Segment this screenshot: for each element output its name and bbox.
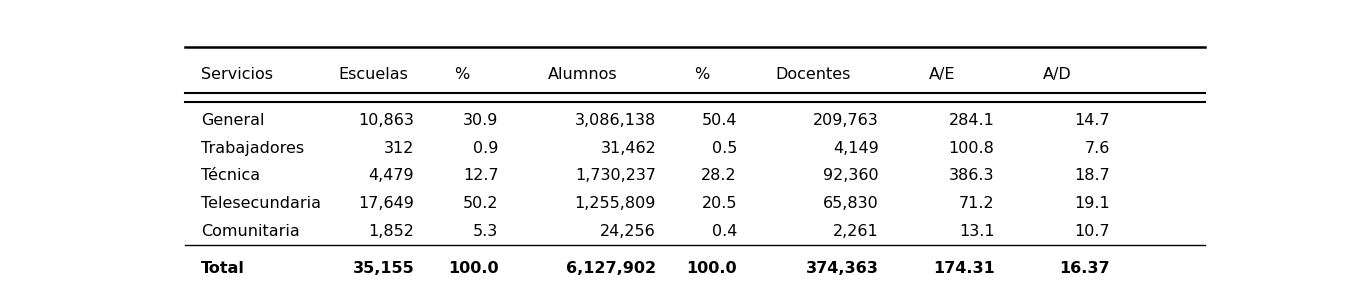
- Text: 92,360: 92,360: [823, 169, 879, 184]
- Text: 13.1: 13.1: [959, 224, 994, 239]
- Text: 312: 312: [384, 141, 415, 156]
- Text: 50.2: 50.2: [462, 196, 499, 211]
- Text: 284.1: 284.1: [949, 113, 994, 128]
- Text: 30.9: 30.9: [462, 113, 499, 128]
- Text: Técnica: Técnica: [201, 169, 260, 184]
- Text: 209,763: 209,763: [814, 113, 879, 128]
- Text: 2,261: 2,261: [833, 224, 879, 239]
- Text: 1,730,237: 1,730,237: [575, 169, 656, 184]
- Text: 20.5: 20.5: [701, 196, 738, 211]
- Text: 1,255,809: 1,255,809: [575, 196, 656, 211]
- Text: Docentes: Docentes: [776, 67, 850, 82]
- Text: 100.0: 100.0: [447, 261, 499, 276]
- Text: 31,462: 31,462: [601, 141, 656, 156]
- Text: %: %: [454, 67, 469, 82]
- Text: 3,086,138: 3,086,138: [575, 113, 656, 128]
- Text: 10,863: 10,863: [358, 113, 415, 128]
- Text: Trabajadores: Trabajadores: [201, 141, 304, 156]
- Text: 386.3: 386.3: [949, 169, 994, 184]
- Text: 6,127,902: 6,127,902: [565, 261, 656, 276]
- Text: 100.8: 100.8: [949, 141, 994, 156]
- Text: Escuelas: Escuelas: [339, 67, 408, 82]
- Text: Telesecundaria: Telesecundaria: [201, 196, 321, 211]
- Text: A/D: A/D: [1043, 67, 1071, 82]
- Text: Servicios: Servicios: [201, 67, 273, 82]
- Text: 24,256: 24,256: [601, 224, 656, 239]
- Text: 1,852: 1,852: [369, 224, 415, 239]
- Text: 100.0: 100.0: [686, 261, 738, 276]
- Text: 7.6: 7.6: [1085, 141, 1111, 156]
- Text: 19.1: 19.1: [1074, 196, 1111, 211]
- Text: Comunitaria: Comunitaria: [201, 224, 300, 239]
- Text: Alumnos: Alumnos: [548, 67, 617, 82]
- Text: 0.5: 0.5: [712, 141, 738, 156]
- Text: 174.31: 174.31: [933, 261, 994, 276]
- Text: 65,830: 65,830: [823, 196, 879, 211]
- Text: 4,479: 4,479: [369, 169, 415, 184]
- Text: 17,649: 17,649: [358, 196, 415, 211]
- Text: Total: Total: [201, 261, 245, 276]
- Text: A/E: A/E: [929, 67, 955, 82]
- Text: 12.7: 12.7: [462, 169, 499, 184]
- Text: 14.7: 14.7: [1074, 113, 1111, 128]
- Text: 16.37: 16.37: [1059, 261, 1111, 276]
- Text: 50.4: 50.4: [701, 113, 738, 128]
- Text: 374,363: 374,363: [805, 261, 879, 276]
- Text: 35,155: 35,155: [353, 261, 415, 276]
- Text: 0.4: 0.4: [712, 224, 738, 239]
- Text: 18.7: 18.7: [1074, 169, 1111, 184]
- Text: %: %: [694, 67, 709, 82]
- Text: 0.9: 0.9: [473, 141, 499, 156]
- Text: 71.2: 71.2: [959, 196, 994, 211]
- Text: General: General: [201, 113, 264, 128]
- Text: 4,149: 4,149: [833, 141, 879, 156]
- Text: 10.7: 10.7: [1074, 224, 1111, 239]
- Text: 5.3: 5.3: [473, 224, 499, 239]
- Text: 28.2: 28.2: [701, 169, 738, 184]
